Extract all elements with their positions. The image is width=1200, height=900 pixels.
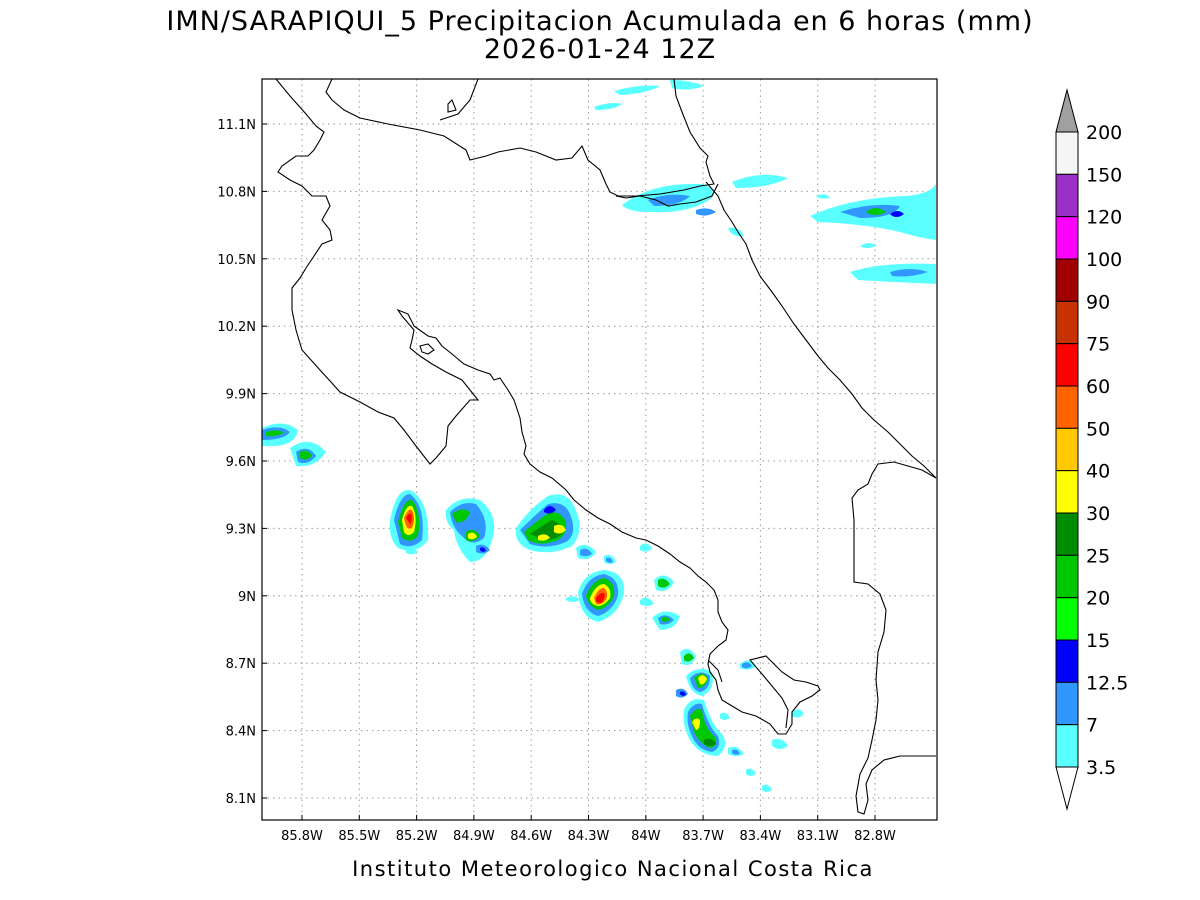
colorbar-swatch: [1055, 173, 1079, 218]
colorbar-swatch: [1055, 554, 1079, 599]
colorbar-level-label: 25: [1086, 545, 1110, 567]
title-line2: 2026-01-24 12Z: [484, 34, 716, 65]
colorbar-level-label: 50: [1086, 418, 1110, 440]
precip-cell-846w: [515, 494, 616, 564]
colorbar-swatch: [1055, 216, 1079, 260]
lon-tick-label: 85.8W: [281, 829, 323, 844]
precip-cell-849w: [445, 498, 495, 562]
coastlines-borders: [275, 79, 937, 815]
lat-tick-label: 11.1N: [217, 118, 256, 133]
title-line1: IMN/SARAPIQUI_5 Precipitacion Acumulada …: [166, 6, 1033, 37]
colorbar-swatch: [1055, 343, 1079, 387]
map-frame: [261, 78, 938, 821]
precip-west-cell: [262, 423, 326, 467]
lon-tick-label: 85.2W: [396, 829, 438, 844]
lat-tick-label: 10.2N: [217, 320, 256, 335]
lat-tick-label: 8.4N: [226, 725, 256, 740]
map-background: [262, 79, 937, 820]
axis-ticks: 85.8W 85.5W 85.2W 84.9W 84.6W 84.3W 84W 83.7W 83…: [217, 118, 896, 844]
nicaragua-cr-border: [615, 183, 719, 207]
colorbar-level-label: 20: [1086, 588, 1110, 610]
footer-credit: Instituto Meteorologico Nacional Costa R…: [352, 857, 874, 881]
lake-nicaragua-shore: [325, 79, 715, 197]
colorbar-level-label: 12.5: [1086, 672, 1128, 694]
colorbar-level-label: 90: [1086, 291, 1110, 313]
lat-tick-label: 9N: [238, 590, 256, 605]
colorbar-swatch: [1055, 597, 1079, 641]
colorbar-level-label: 40: [1086, 461, 1110, 483]
lon-tick-label: 84.3W: [568, 829, 610, 844]
lon-tick-label: 83.4W: [739, 829, 781, 844]
colorbar-swatch: [1055, 258, 1079, 302]
colorbar-swatch: [1055, 131, 1079, 175]
colorbar-level-label: 100: [1086, 249, 1122, 271]
lat-tick-label: 9.9N: [226, 388, 256, 403]
colorbar-level-label: 60: [1086, 376, 1110, 398]
colorbar-swatch: [1055, 470, 1079, 514]
island-a: [447, 99, 457, 113]
lat-tick-label: 9.3N: [226, 522, 256, 537]
lon-tick-label: 84.6W: [510, 829, 552, 844]
colorbar-swatch: [1055, 681, 1079, 726]
lat-tick-label: 9.6N: [226, 455, 256, 470]
colorbar-swatch: [1055, 512, 1079, 556]
lon-tick-label: 82.8W: [854, 829, 896, 844]
precip-cell-852w: [389, 489, 429, 551]
colorbar-level-label: 3.5: [1086, 757, 1116, 779]
lat-tick-label: 8.7N: [226, 657, 256, 672]
colorbar: 200 150 120 100 90 75 60 50 40 30 25 20 15 12.5 7 3.5: [1055, 88, 1128, 811]
lat-tick-label: 10.8N: [217, 185, 256, 200]
colorbar-level-label: 15: [1086, 630, 1110, 652]
colorbar-under-arrow: [1055, 766, 1079, 811]
caribbean-coast: [705, 181, 937, 479]
colorbar-swatch: [1055, 724, 1079, 768]
lon-tick-label: 83.7W: [682, 829, 724, 844]
colorbar-swatch: [1055, 427, 1079, 472]
lat-tick-label: 10.5N: [217, 253, 256, 268]
colorbar-level-label: 30: [1086, 503, 1110, 525]
osa-coast: [707, 659, 723, 683]
lake-nicaragua-inner: [439, 79, 479, 121]
precip-cell-843w: [566, 570, 625, 622]
lon-tick-label: 84W: [631, 829, 661, 844]
precip-east-chain: [406, 543, 804, 792]
colorbar-level-label: 7: [1086, 715, 1098, 737]
panama-border: [851, 461, 937, 815]
graticule: [262, 79, 937, 820]
precip-cells: [262, 80, 936, 792]
colorbar-level-label: 200: [1086, 122, 1122, 144]
colorbar-swatch: [1055, 300, 1079, 345]
map-panel: 85.8W 85.5W 85.2W 84.9W 84.6W 84.3W 84W 83.7W 83…: [217, 78, 938, 844]
lon-tick-label: 85.5W: [338, 829, 380, 844]
precip-north-band: [594, 80, 936, 284]
lon-tick-label: 84.9W: [453, 829, 495, 844]
colorbar-level-label: 120: [1086, 207, 1122, 229]
lat-tick-label: 8.1N: [226, 792, 256, 807]
nicaragua-pacific-coast: [275, 79, 821, 735]
colorbar-level-label: 75: [1086, 334, 1110, 356]
lon-tick-label: 83.1W: [797, 829, 839, 844]
colorbar-swatch: [1055, 385, 1079, 429]
island-b: [419, 343, 435, 355]
colorbar-level-label: 150: [1086, 164, 1122, 186]
colorbar-over-arrow: [1055, 88, 1079, 133]
colorbar-swatch: [1055, 639, 1079, 683]
